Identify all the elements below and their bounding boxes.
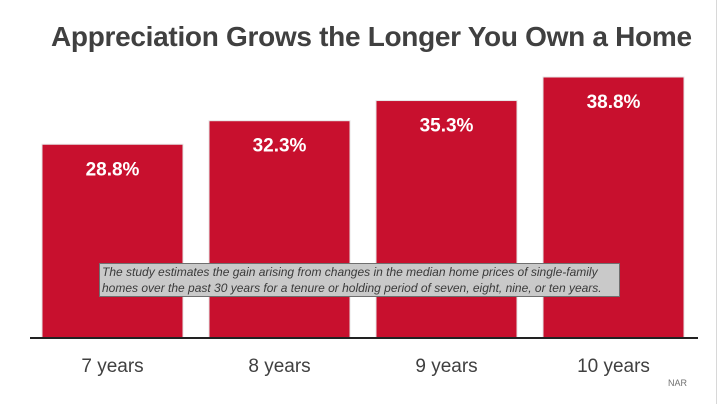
bar-value-label: 38.8%	[587, 92, 641, 113]
bar-2	[208, 120, 351, 339]
study-note: The study estimates the gain arising fro…	[99, 263, 620, 297]
x-tick-label: 10 years	[577, 356, 650, 377]
source-label: NAR	[668, 378, 688, 388]
bar-value-label: 32.3%	[253, 136, 307, 157]
bar-value-label: 35.3%	[420, 116, 474, 137]
chart-title: Appreciation Grows the Longer You Own a …	[51, 21, 692, 52]
bar-3	[375, 100, 518, 339]
x-tick-label: 9 years	[415, 356, 477, 377]
bar-1	[41, 143, 184, 339]
x-tick-label: 8 years	[248, 356, 310, 377]
bar-value-label: 28.8%	[86, 159, 140, 180]
bar-4	[542, 76, 685, 339]
x-tick-label: 7 years	[81, 356, 143, 377]
right-frame-line	[716, 0, 717, 404]
